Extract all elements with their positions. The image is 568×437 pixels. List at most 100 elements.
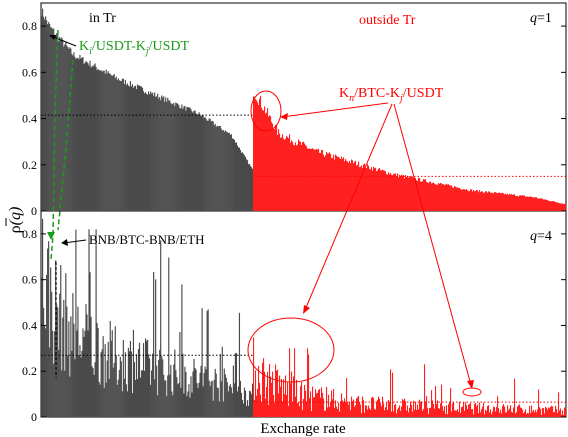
bar-outside (486, 410, 488, 417)
bar-outside (480, 192, 482, 211)
bar-inside (112, 367, 114, 417)
bar-outside (344, 398, 346, 417)
bar-outside (390, 369, 392, 417)
bar-inside (184, 105, 186, 211)
bar-outside (523, 195, 525, 211)
bar-outside (495, 192, 497, 211)
bar-outside (441, 183, 443, 211)
bar-inside (86, 62, 88, 211)
bar-inside (162, 359, 164, 417)
bar-outside (342, 158, 344, 211)
bar-outside (334, 159, 336, 211)
bar-inside (183, 393, 185, 417)
bar-inside (178, 383, 180, 417)
bar-outside (536, 412, 538, 417)
bar-outside (551, 405, 553, 417)
bar-inside (121, 391, 123, 417)
bar-inside (122, 78, 124, 212)
y-tick-label: 0.2 (22, 158, 37, 172)
bar-outside (548, 407, 550, 417)
bar-outside (257, 102, 259, 211)
bar-inside (111, 330, 113, 417)
annotation-bnb: BNB/BTC-BNB/ETH (89, 232, 205, 247)
bar-inside (223, 131, 225, 211)
bar-outside (446, 405, 448, 417)
bar-outside (565, 204, 567, 211)
bar-outside (423, 178, 425, 211)
bar-outside (273, 394, 275, 417)
ann-kn-end: /USDT (403, 86, 444, 101)
bar-outside (530, 413, 532, 417)
bar-outside (348, 404, 350, 417)
bar-inside (88, 65, 90, 212)
bar-outside (416, 180, 418, 211)
bar-outside (335, 154, 337, 211)
bar-inside (70, 48, 72, 211)
bar-outside (308, 148, 310, 211)
bar-outside (502, 405, 504, 417)
bar-outside (336, 155, 338, 211)
bar-inside (79, 54, 81, 212)
q-label-top: q=1 (530, 11, 552, 26)
bar-outside (255, 99, 257, 211)
bar-outside (454, 410, 456, 417)
bar-outside (298, 402, 300, 417)
bar-inside (225, 131, 227, 211)
bar-outside (283, 138, 285, 211)
bar-outside (394, 173, 396, 211)
bar-outside (452, 403, 454, 417)
bar-outside (379, 398, 381, 417)
bar-inside (140, 86, 143, 211)
bar-outside (405, 175, 407, 211)
bar-outside (518, 405, 520, 417)
bar-inside (248, 390, 251, 417)
y-tick-label: 0.8 (22, 19, 37, 33)
bar-inside (101, 349, 103, 417)
bar-outside (386, 402, 388, 417)
bar-outside (290, 383, 292, 417)
bar-inside (126, 391, 128, 417)
q-label-bottom-value: =4 (537, 229, 552, 244)
bar-outside (472, 409, 474, 417)
bar-inside (198, 112, 200, 211)
bar-inside (159, 96, 161, 211)
bar-inside (180, 387, 182, 417)
bar-outside (465, 189, 467, 211)
bar-inside (85, 61, 87, 211)
bar-inside (210, 121, 212, 211)
bar-outside (441, 384, 443, 417)
bar-outside (520, 407, 522, 417)
bar-inside (140, 370, 143, 417)
bar-inside (229, 134, 231, 211)
bar-outside (350, 163, 352, 211)
bar-outside (322, 392, 324, 417)
bar-outside (464, 189, 466, 211)
bar-inside (101, 71, 103, 211)
ann-kn-k1: K (339, 86, 349, 101)
bar-outside (526, 196, 528, 211)
bar-inside (83, 336, 85, 417)
bar-outside (296, 379, 298, 417)
bar-outside (421, 181, 423, 211)
bar-outside (271, 382, 273, 417)
bar-outside (506, 194, 508, 211)
bar-outside (416, 409, 418, 417)
bar-inside (223, 368, 225, 417)
bar-inside (221, 346, 223, 417)
bar-outside (346, 378, 348, 417)
bar-outside (366, 405, 368, 417)
bar-outside (390, 173, 392, 211)
bar-inside (210, 381, 212, 417)
bar-inside (106, 73, 108, 212)
bar-inside (196, 114, 198, 211)
bar-outside (358, 395, 360, 417)
bar-inside (230, 387, 232, 417)
ann-ki-i: i (89, 46, 92, 57)
bar-outside (259, 382, 261, 417)
bar-outside (555, 202, 557, 211)
bar-outside (398, 407, 400, 417)
bar-outside (355, 160, 357, 211)
bar-outside (265, 113, 267, 211)
bar-inside (227, 133, 229, 211)
bar-outside (543, 408, 545, 417)
